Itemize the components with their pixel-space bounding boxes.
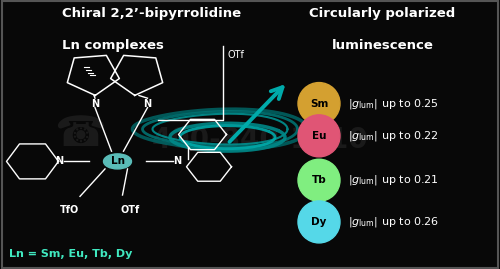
Ellipse shape: [298, 83, 340, 125]
Text: Eu: Eu: [312, 131, 326, 141]
Text: $|g_{\rm lum}|$ up to 0.26: $|g_{\rm lum}|$ up to 0.26: [348, 215, 438, 229]
Text: N: N: [55, 156, 63, 167]
Text: OTf: OTf: [120, 205, 140, 215]
Circle shape: [104, 154, 132, 169]
Text: luminescence: luminescence: [332, 39, 434, 52]
Text: Ln: Ln: [110, 156, 124, 167]
Ellipse shape: [298, 115, 340, 157]
Text: N: N: [174, 156, 182, 167]
Text: Ln = Sm, Eu, Tb, Dy: Ln = Sm, Eu, Tb, Dy: [9, 249, 132, 259]
Text: $|g_{\rm lum}|$ up to 0.25: $|g_{\rm lum}|$ up to 0.25: [348, 97, 438, 111]
Text: 400-840-1510: 400-840-1510: [152, 126, 368, 154]
Text: OTf: OTf: [228, 50, 244, 60]
Text: Chiral 2,2’-bipyrrolidine: Chiral 2,2’-bipyrrolidine: [62, 7, 242, 20]
Text: Circularly polarized: Circularly polarized: [310, 7, 456, 20]
Text: $|g_{\rm lum}|$ up to 0.21: $|g_{\rm lum}|$ up to 0.21: [348, 173, 438, 187]
Text: TfO: TfO: [60, 205, 80, 215]
Text: Ln complexes: Ln complexes: [62, 39, 164, 52]
Text: ☎: ☎: [54, 114, 106, 155]
Text: Tb: Tb: [312, 175, 326, 185]
Text: N: N: [144, 98, 152, 109]
Text: Sm: Sm: [310, 98, 328, 109]
Text: $|g_{\rm lum}|$ up to 0.22: $|g_{\rm lum}|$ up to 0.22: [348, 129, 438, 143]
Ellipse shape: [298, 201, 340, 243]
Ellipse shape: [298, 159, 340, 201]
Text: Dy: Dy: [312, 217, 326, 227]
Text: N: N: [91, 98, 99, 109]
